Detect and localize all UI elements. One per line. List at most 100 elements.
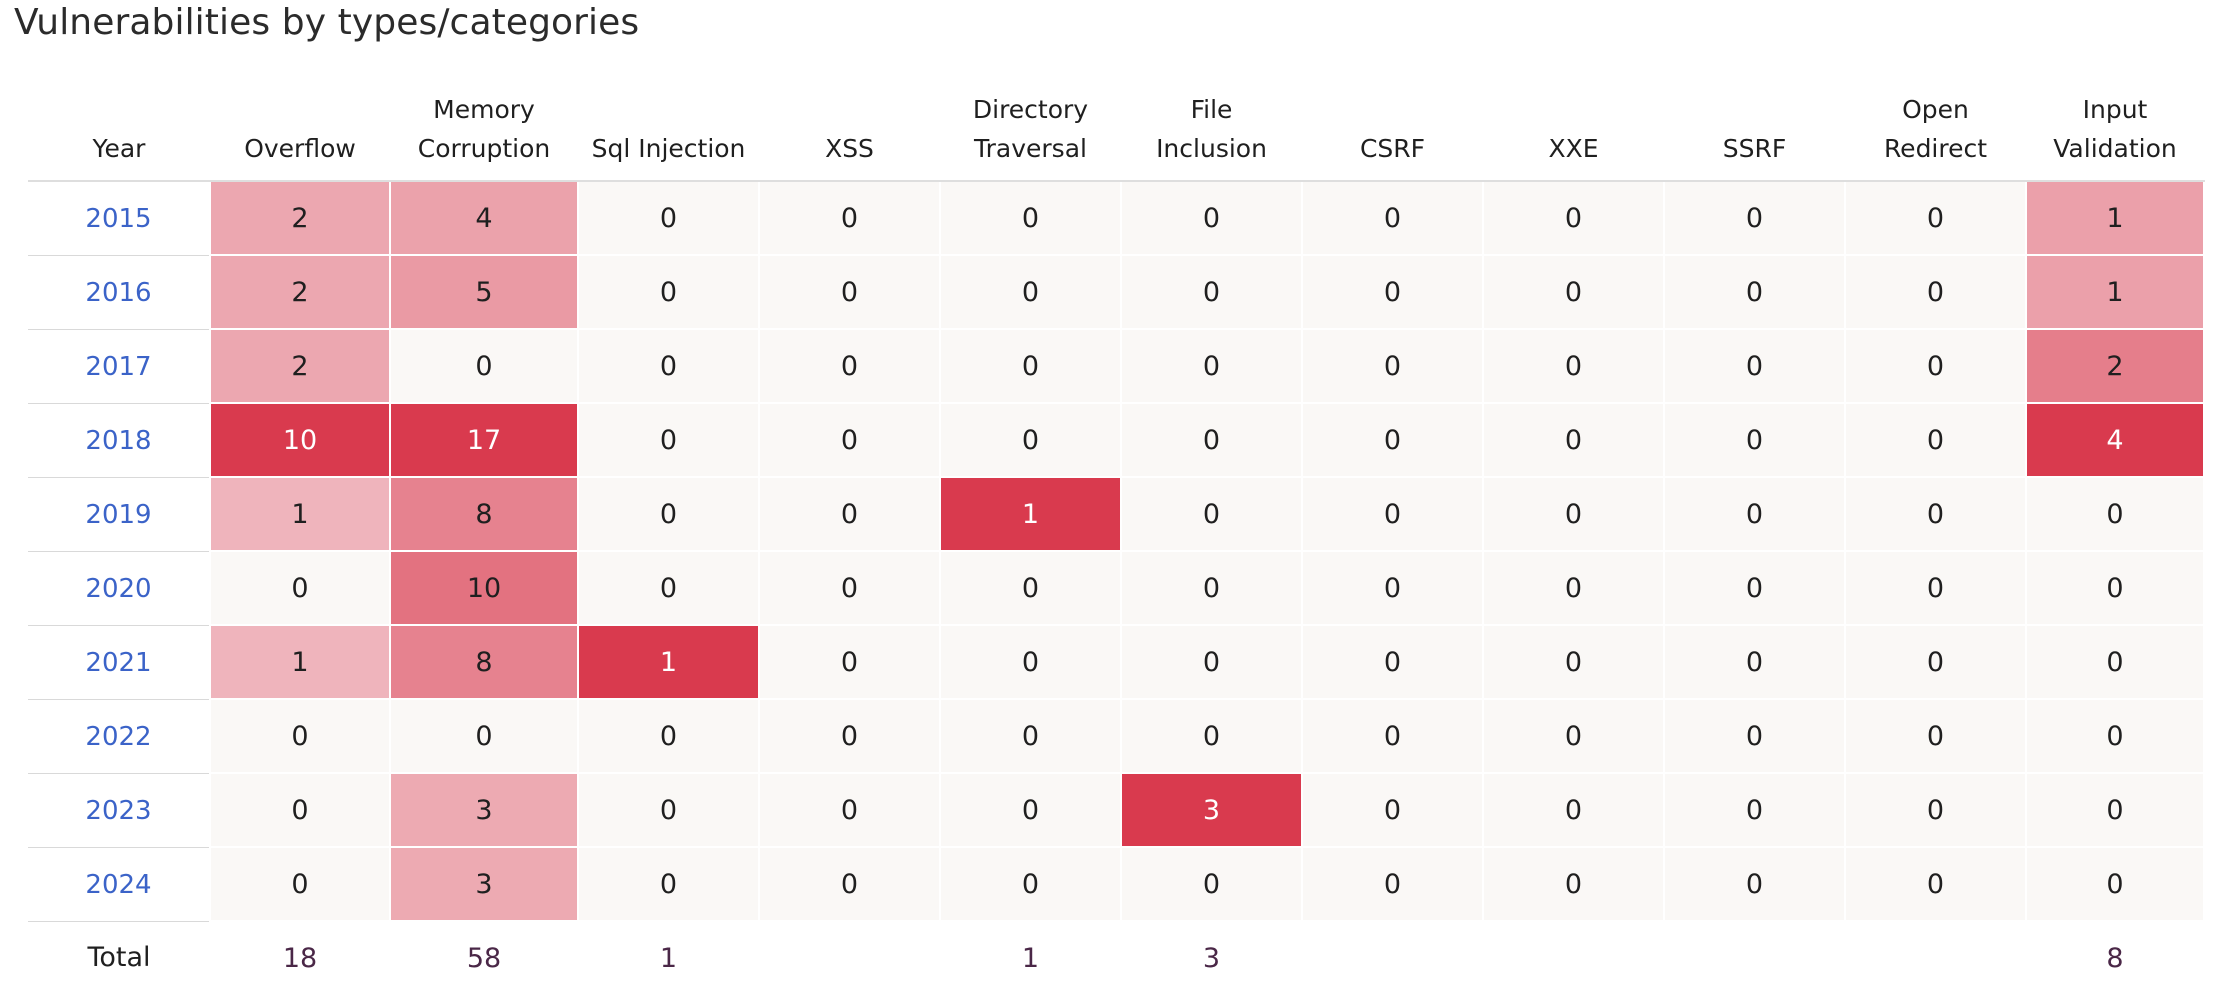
count-cell: 0	[1482, 698, 1665, 774]
table-row: 2023 0 3 0 0 0 3 0 0 0 0 0	[28, 772, 2205, 848]
count-cell: 0	[1844, 550, 2027, 626]
count-cell: 0	[1663, 846, 1846, 922]
count-cell: 10	[389, 550, 579, 626]
year-cell: 2018	[28, 403, 210, 478]
count-cell: 0	[939, 698, 1122, 774]
year-link[interactable]: 2018	[85, 425, 152, 456]
count-cell: 1	[939, 476, 1122, 552]
count-cell: 2	[209, 328, 391, 404]
count-cell: 0	[2025, 476, 2205, 552]
count-cell: 0	[758, 698, 941, 774]
total-cell	[1845, 921, 2026, 994]
total-cell	[759, 921, 940, 994]
count-cell: 0	[1844, 180, 2027, 256]
count-cell: 0	[758, 476, 941, 552]
count-cell: 0	[1120, 180, 1303, 256]
year-link[interactable]: 2022	[85, 721, 152, 752]
year-link[interactable]: 2017	[85, 351, 152, 382]
count-cell: 0	[1663, 180, 1846, 256]
count-cell: 0	[1301, 328, 1484, 404]
total-cell: 1	[578, 921, 759, 994]
count-cell: 1	[2025, 254, 2205, 330]
total-cell	[1664, 921, 1845, 994]
count-cell: 0	[1301, 402, 1484, 478]
count-cell: 0	[1301, 254, 1484, 330]
total-cell: 18	[210, 921, 390, 994]
count-cell: 0	[209, 550, 391, 626]
table-row: 2020 0 10 0 0 0 0 0 0 0 0 0	[28, 550, 2205, 626]
column-header-input-validation: Input Validation	[2026, 72, 2204, 182]
column-header-xxe: XXE	[1483, 72, 1664, 182]
table-row: 2016 2 5 0 0 0 0 0 0 0 0 1	[28, 254, 2205, 330]
count-cell: 0	[1120, 476, 1303, 552]
year-link[interactable]: 2015	[85, 203, 152, 234]
count-cell: 0	[1301, 624, 1484, 700]
year-link[interactable]: 2016	[85, 277, 152, 308]
count-cell: 0	[577, 180, 760, 256]
count-cell: 0	[758, 846, 941, 922]
count-cell: 0	[758, 180, 941, 256]
count-cell: 0	[1120, 698, 1303, 774]
count-cell: 1	[2025, 180, 2205, 256]
count-cell: 0	[1482, 254, 1665, 330]
count-cell: 0	[389, 328, 579, 404]
column-header-directory-traversal: Directory Traversal	[940, 72, 1121, 182]
year-link[interactable]: 2019	[85, 499, 152, 530]
count-cell: 1	[209, 624, 391, 700]
column-header-year: Year	[28, 72, 210, 182]
table-row: 2022 0 0 0 0 0 0 0 0 0 0 0	[28, 698, 2205, 774]
count-cell: 0	[1120, 846, 1303, 922]
count-cell: 0	[939, 328, 1122, 404]
table-row: 2019 1 8 0 0 1 0 0 0 0 0 0	[28, 476, 2205, 552]
count-cell: 0	[1844, 624, 2027, 700]
count-cell: 0	[1301, 550, 1484, 626]
count-cell: 0	[1301, 476, 1484, 552]
count-cell: 0	[1663, 476, 1846, 552]
count-cell: 0	[577, 550, 760, 626]
count-cell: 0	[577, 328, 760, 404]
count-cell: 0	[1663, 328, 1846, 404]
count-cell: 3	[1120, 772, 1303, 848]
count-cell: 0	[209, 772, 391, 848]
year-link[interactable]: 2021	[85, 647, 152, 678]
count-cell: 0	[1482, 476, 1665, 552]
column-header-csrf: CSRF	[1302, 72, 1483, 182]
count-cell: 0	[1482, 624, 1665, 700]
column-header-overflow: Overflow	[210, 72, 390, 182]
count-cell: 0	[1482, 550, 1665, 626]
column-header-memory-corruption: Memory Corruption	[390, 72, 578, 182]
column-header-sql-injection: Sql Injection	[578, 72, 759, 182]
count-cell: 0	[1844, 846, 2027, 922]
count-cell: 5	[389, 254, 579, 330]
column-header-xss: XSS	[759, 72, 940, 182]
count-cell: 0	[1663, 402, 1846, 478]
count-cell: 0	[758, 624, 941, 700]
year-link[interactable]: 2020	[85, 573, 152, 604]
count-cell: 0	[1844, 772, 2027, 848]
count-cell: 0	[1301, 698, 1484, 774]
column-header-file-inclusion: File Inclusion	[1121, 72, 1302, 182]
total-cell	[1483, 921, 1664, 994]
count-cell: 0	[939, 624, 1122, 700]
count-cell: 0	[1120, 328, 1303, 404]
count-cell: 0	[1482, 846, 1665, 922]
count-cell: 0	[1663, 254, 1846, 330]
count-cell: 3	[389, 772, 579, 848]
count-cell: 0	[1844, 476, 2027, 552]
count-cell: 0	[1482, 772, 1665, 848]
count-cell: 0	[2025, 550, 2205, 626]
count-cell: 0	[939, 772, 1122, 848]
year-link[interactable]: 2023	[85, 795, 152, 826]
table-row: 2017 2 0 0 0 0 0 0 0 0 0 2	[28, 328, 2205, 404]
count-cell: 0	[577, 476, 760, 552]
year-cell: 2022	[28, 699, 210, 774]
count-cell: 0	[209, 846, 391, 922]
total-cell: 1	[940, 921, 1121, 994]
count-cell: 0	[758, 254, 941, 330]
count-cell: 0	[758, 772, 941, 848]
count-cell: 0	[1844, 328, 2027, 404]
year-cell: 2016	[28, 255, 210, 330]
count-cell: 0	[1844, 698, 2027, 774]
table-row: 2015 2 4 0 0 0 0 0 0 0 0 1	[28, 180, 2205, 256]
year-link[interactable]: 2024	[85, 869, 152, 900]
